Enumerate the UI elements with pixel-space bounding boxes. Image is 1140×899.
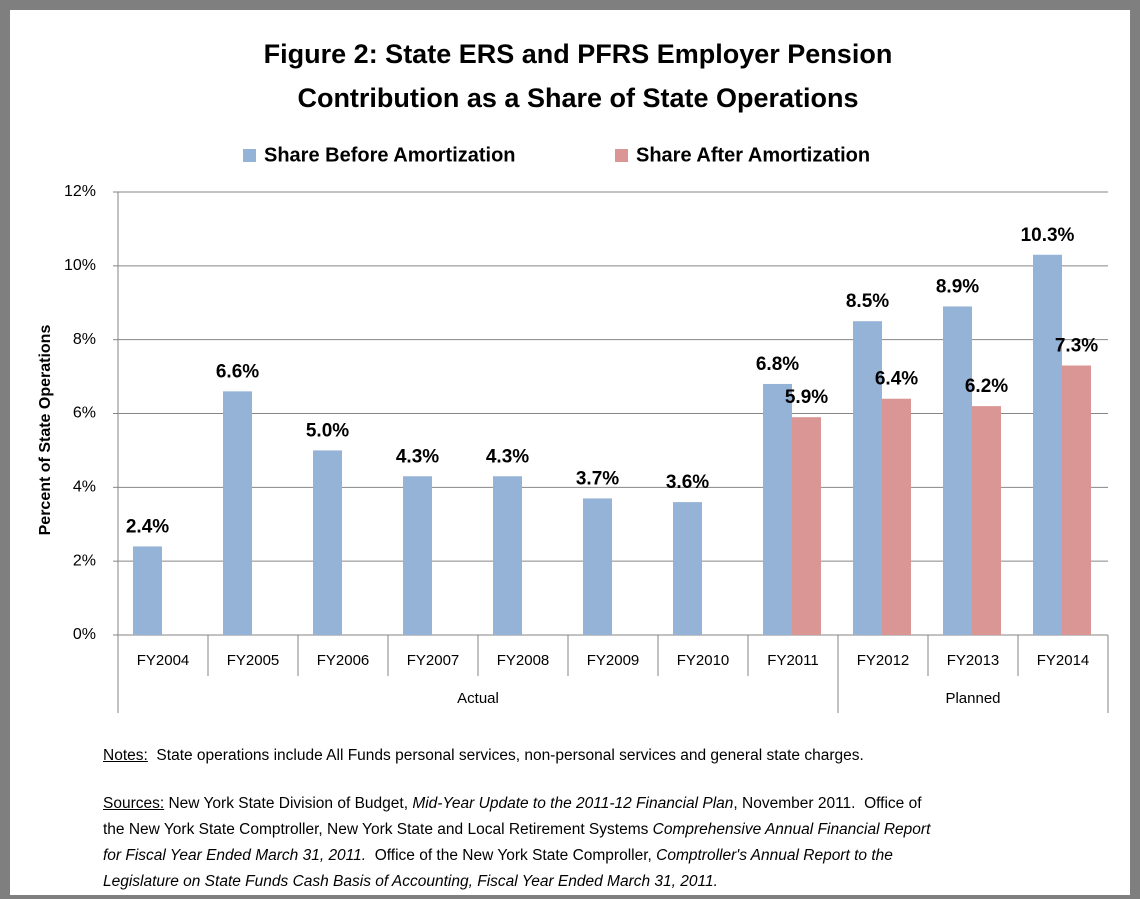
chart-title: Figure 2: State ERS and PFRS Employer Pe… (264, 39, 893, 69)
y-tick-label: 2% (73, 552, 96, 569)
x-tick-label: FY2009 (587, 652, 640, 669)
y-tick-label: 0% (73, 626, 96, 643)
sources-line: the New York State Comptroller, New York… (103, 817, 1103, 843)
y-tick-label: 12% (64, 183, 96, 200)
x-tick-label: FY2006 (317, 652, 370, 669)
sources-line: Legislature on State Funds Cash Basis of… (103, 869, 1103, 895)
x-tick-label: FY2014 (1037, 652, 1090, 669)
bar (133, 546, 162, 635)
notes-text: State operations include All Funds perso… (147, 747, 864, 764)
bar (313, 450, 342, 635)
sources-line: for Fiscal Year Ended March 31, 2011. Of… (103, 843, 1103, 869)
data-label: 4.3% (486, 446, 529, 467)
x-tick-label: FY2010 (677, 652, 730, 669)
data-label: 6.8% (756, 354, 799, 375)
notes: Notes: State operations include All Fund… (103, 743, 1103, 895)
y-tick-label: 8% (73, 331, 96, 348)
sources-text: for Fiscal Year Ended March 31, 2011. (103, 847, 367, 864)
notes-line: Notes: State operations include All Fund… (103, 743, 1103, 769)
bar (1062, 365, 1091, 635)
bar (882, 398, 911, 635)
data-label: 8.9% (936, 276, 979, 297)
data-label: 5.9% (785, 387, 828, 408)
x-tick-label: FY2008 (497, 652, 550, 669)
data-label: 10.3% (1021, 225, 1075, 246)
bar (792, 417, 821, 635)
data-label: 7.3% (1055, 336, 1098, 357)
sources-text: New York State Division of Budget, (164, 795, 413, 812)
bar (1033, 254, 1062, 635)
sources-text: Office of the New York State Comproller, (366, 847, 657, 864)
data-label: 8.5% (846, 291, 889, 312)
legend-swatch (615, 149, 628, 162)
group-label: Planned (945, 690, 1000, 707)
bar (673, 502, 702, 635)
x-tick-label: FY2005 (227, 652, 280, 669)
sources-text: the New York State Comptroller, New York… (103, 821, 653, 838)
spacer (103, 769, 1103, 791)
legend-label: Share After Amortization (636, 144, 870, 166)
legend-label: Share Before Amortization (264, 144, 516, 166)
notes-label: Notes: (103, 747, 148, 764)
legend-swatch (243, 149, 256, 162)
y-tick-label: 6% (73, 405, 96, 422)
x-tick-label: FY2011 (767, 652, 818, 669)
bar (943, 306, 972, 635)
bar (403, 476, 432, 635)
sources-text: Comptroller's Annual Report to the (656, 847, 893, 864)
sources-line: Sources: New York State Division of Budg… (103, 791, 1103, 817)
y-tick-label: 10% (64, 257, 96, 274)
bar (493, 476, 522, 635)
data-label: 3.6% (666, 472, 709, 493)
bar (763, 383, 792, 635)
x-tick-label: FY2013 (947, 652, 1000, 669)
x-tick-label: FY2012 (857, 652, 910, 669)
y-tick-label: 4% (73, 479, 96, 496)
sources-text: Comprehensive Annual Financial Report (652, 821, 931, 838)
chart-title: Contribution as a Share of State Operati… (297, 83, 858, 113)
sources-label: Sources: (103, 795, 165, 812)
x-tick-label: FY2007 (407, 652, 460, 669)
sources-text: , November 2011. Office of (733, 795, 922, 812)
bar (223, 391, 252, 635)
data-label: 6.6% (216, 361, 259, 382)
y-axis-title: Percent of State Operations (37, 325, 54, 536)
sources-text: Mid-Year Update to the 2011-12 Financial… (412, 795, 734, 812)
chart: Figure 2: State ERS and PFRS Employer Pe… (37, 39, 1109, 713)
data-label: 6.4% (875, 369, 918, 390)
data-label: 3.7% (576, 468, 619, 489)
data-label: 5.0% (306, 420, 349, 441)
group-label: Actual (457, 690, 499, 707)
data-label: 4.3% (396, 446, 439, 467)
data-label: 2.4% (126, 516, 169, 537)
bar (853, 321, 882, 635)
bar (972, 406, 1001, 635)
data-label: 6.2% (965, 376, 1008, 397)
sources-text: Legislature on State Funds Cash Basis of… (103, 873, 718, 890)
bar (583, 498, 612, 635)
x-tick-label: FY2004 (137, 652, 190, 669)
